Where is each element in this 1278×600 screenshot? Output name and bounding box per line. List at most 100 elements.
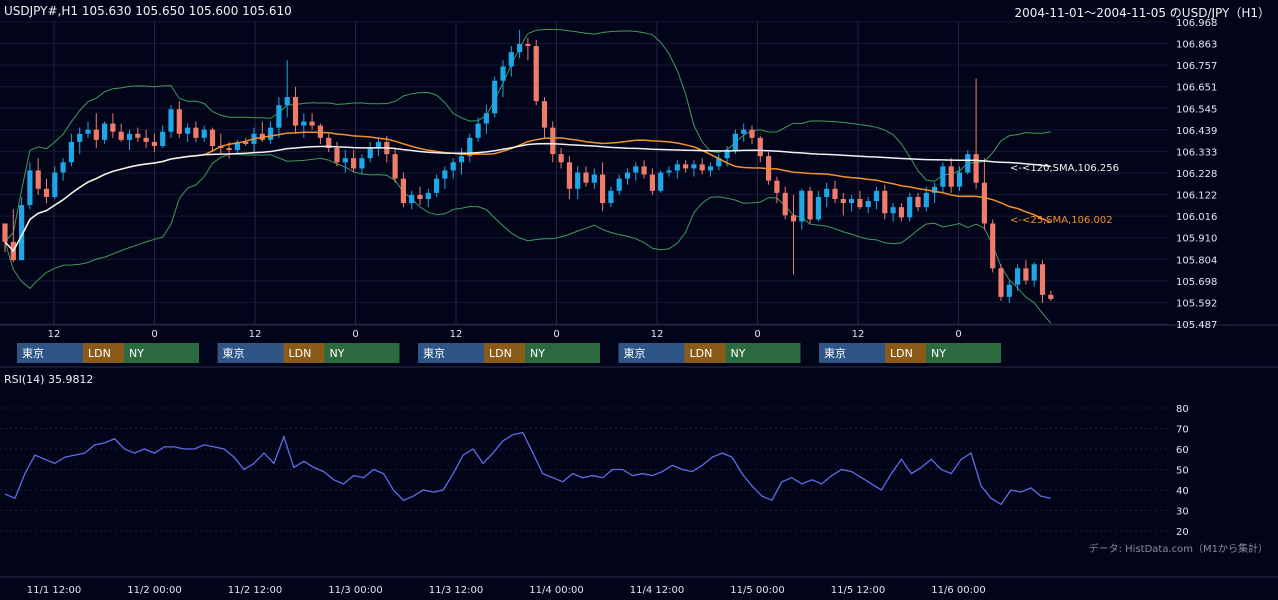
date-tick-label: 11/6 00:00 xyxy=(931,585,985,596)
hour-tick-label: 0 xyxy=(754,329,760,340)
candle-body xyxy=(815,196,821,220)
session-label: 東京 xyxy=(423,346,445,360)
session-label: 東京 xyxy=(22,346,44,360)
session-block xyxy=(684,343,726,363)
bollinger-lower-line xyxy=(4,153,1052,324)
candle-body xyxy=(517,44,523,53)
candle-body xyxy=(450,162,456,171)
candle-body xyxy=(998,268,1004,297)
date-tick-label: 11/5 12:00 xyxy=(831,585,885,596)
candle-body xyxy=(110,123,116,132)
candle-body xyxy=(442,170,448,179)
candle-body xyxy=(467,137,473,157)
candle-body xyxy=(276,105,282,128)
candle-body xyxy=(674,164,680,171)
candle-body xyxy=(732,133,738,151)
candle-body xyxy=(857,198,863,208)
rsi-title: RSI(14) 35.9812 xyxy=(4,373,94,386)
session-block xyxy=(484,343,525,363)
candle-body xyxy=(882,190,888,214)
session-block xyxy=(819,343,885,363)
price-axis: 106.968 106.863 106.757 106.651 106.545 106.4… xyxy=(1176,18,1217,331)
candle-body xyxy=(160,131,166,146)
moving-averages: <-<120,SMA,106.256 <-<25,SMA,106.002 xyxy=(4,131,1119,253)
symbol-ohlc-title: USDJPY#,H1 105.630 105.650 105.600 105.6… xyxy=(4,4,292,18)
rsi-series-line xyxy=(4,431,1051,506)
session-block xyxy=(418,343,484,363)
session-block xyxy=(124,343,199,363)
rsi-line xyxy=(4,431,1051,506)
candle-body xyxy=(351,158,357,169)
hour-tick-label: 0 xyxy=(955,329,961,340)
rsi-tick-label: 20 xyxy=(1176,527,1189,538)
candle-body xyxy=(27,170,33,206)
session-label: 東京 xyxy=(824,346,846,360)
price-tick-label: 105.698 xyxy=(1176,277,1217,288)
candle-body xyxy=(699,164,705,171)
candle-body xyxy=(1048,294,1054,299)
session-label: NY xyxy=(530,347,545,360)
rsi-tick-label: 40 xyxy=(1176,486,1189,497)
session-block xyxy=(725,343,801,363)
session-label: NY xyxy=(330,347,345,360)
candle-body xyxy=(209,129,216,146)
candle-body xyxy=(193,127,199,138)
candlesticks xyxy=(2,29,1054,303)
candle-body xyxy=(1006,284,1012,297)
sma120-line xyxy=(4,142,1051,253)
candle-body xyxy=(633,166,639,173)
candle-body xyxy=(525,44,531,47)
candle-body xyxy=(201,129,207,138)
hour-tick-label: 0 xyxy=(352,329,358,340)
candle-body xyxy=(268,127,274,140)
candle-body xyxy=(309,121,315,126)
candle-body xyxy=(691,164,697,169)
candle-body xyxy=(176,109,182,134)
candle-body xyxy=(168,109,174,132)
candle-body xyxy=(541,101,548,128)
candle-body xyxy=(575,172,581,189)
candle-body xyxy=(981,182,987,224)
candle-body xyxy=(492,80,498,114)
candle-body xyxy=(19,205,25,261)
price-tick-label: 106.122 xyxy=(1176,191,1217,202)
candle-body xyxy=(774,180,780,193)
candle-body xyxy=(1031,264,1037,281)
hour-tick-label: 12 xyxy=(450,329,463,340)
date-tick-label: 11/2 00:00 xyxy=(127,585,181,596)
candle-body xyxy=(923,192,929,208)
rsi-tick-label: 70 xyxy=(1176,425,1189,436)
candle-body xyxy=(840,198,846,204)
price-tick-label: 106.651 xyxy=(1176,83,1217,94)
price-tick-label: 106.757 xyxy=(1176,61,1217,72)
candle-body xyxy=(824,188,830,197)
candle-body xyxy=(102,123,108,140)
price-tick-label: 105.592 xyxy=(1176,298,1217,309)
candle-body xyxy=(77,133,83,142)
candle-body xyxy=(475,123,481,138)
candle-body xyxy=(367,148,373,159)
session-label: LDN xyxy=(890,347,913,360)
hour-tick-label: 12 xyxy=(852,329,865,340)
rsi-tick-label: 60 xyxy=(1176,445,1189,456)
price-tick-label: 106.228 xyxy=(1176,169,1217,180)
candle-body xyxy=(226,148,232,151)
candle-body xyxy=(608,190,614,204)
candle-body xyxy=(948,166,954,187)
candle-body xyxy=(716,158,722,167)
candle-body xyxy=(990,223,996,269)
candle-body xyxy=(558,154,564,163)
session-label: NY xyxy=(129,347,144,360)
candle-body xyxy=(234,141,240,151)
candle-body xyxy=(68,141,74,163)
candle-body xyxy=(940,166,946,187)
candle-body xyxy=(243,141,249,144)
price-tick-label: 106.333 xyxy=(1176,147,1217,158)
candle-body xyxy=(799,190,805,222)
candle-body xyxy=(434,178,440,193)
candle-body xyxy=(292,97,299,126)
candle-body xyxy=(707,166,714,171)
candle-body xyxy=(60,162,66,173)
candle-body xyxy=(1023,268,1029,281)
